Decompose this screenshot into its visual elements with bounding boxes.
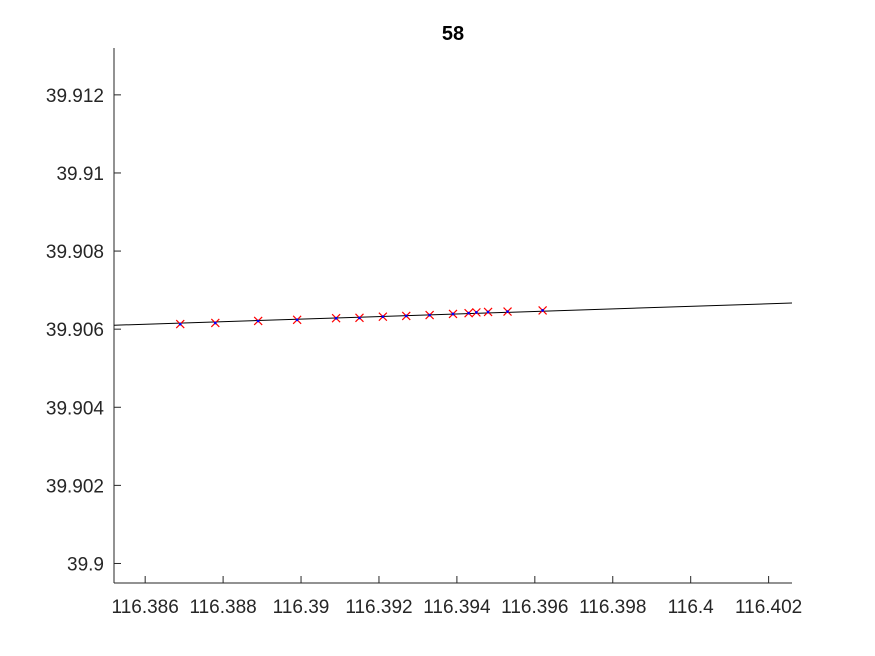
- data-point-dot: [295, 318, 299, 322]
- data-point-dot: [381, 315, 385, 319]
- x-axis: 116.386 116.388 116.39 116.392 116.394 116.39…: [112, 576, 802, 618]
- x-tick-label: 116.4: [668, 597, 715, 618]
- data-point-dot: [404, 314, 408, 318]
- x-tick-label: 116.386: [112, 597, 179, 618]
- x-tick-label: 116.388: [189, 597, 256, 618]
- y-axis: 39.9 39.902 39.904 39.906 39.908 39.91 39.912: [46, 48, 121, 583]
- y-tick-label: 39.902: [46, 476, 104, 497]
- x-tick-label: 116.398: [579, 597, 646, 618]
- x-tick-label: 116.392: [345, 597, 412, 618]
- x-tick-label: 116.394: [423, 597, 491, 618]
- x-tick-label: 116.402: [735, 597, 802, 618]
- data-point-layer: [175, 305, 548, 329]
- x-tick-label: 116.39: [273, 597, 330, 618]
- data-point-dot: [486, 310, 490, 314]
- x-tick-label: 116.396: [501, 597, 568, 618]
- data-point-dot: [256, 319, 260, 323]
- chart-title: 58: [442, 23, 464, 45]
- data-point-dot: [474, 310, 478, 314]
- y-tick-label: 39.904: [46, 398, 105, 419]
- data-point-dot: [451, 312, 455, 316]
- data-point-dot: [178, 322, 182, 326]
- data-point-dot: [428, 313, 432, 317]
- y-tick-label: 39.912: [46, 86, 104, 107]
- data-point-dot: [213, 321, 217, 325]
- data-point-dot: [506, 310, 509, 313]
- y-tick-label: 39.908: [46, 242, 104, 263]
- y-tick-label: 39.906: [46, 320, 104, 341]
- data-point-dot: [541, 309, 545, 312]
- data-point-dot: [358, 316, 361, 320]
- data-point-dot: [334, 316, 338, 320]
- y-tick-label: 39.9: [67, 554, 104, 575]
- y-tick-label: 39.91: [56, 164, 104, 185]
- data-point-dot: [467, 311, 470, 315]
